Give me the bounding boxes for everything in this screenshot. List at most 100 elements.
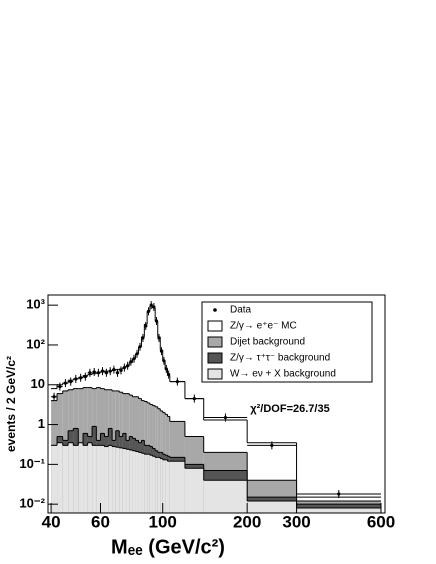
data-point <box>119 368 123 372</box>
data-point <box>132 357 136 361</box>
hist-bin <box>51 445 58 513</box>
legend-swatch <box>207 336 223 348</box>
legend-label: Data <box>230 305 252 316</box>
legend-marker <box>213 308 217 312</box>
hist-bin <box>160 458 163 513</box>
hist-bin <box>169 461 185 513</box>
data-point <box>135 352 139 356</box>
data-point <box>337 492 341 496</box>
data-point <box>159 349 164 353</box>
hist-bin <box>162 459 166 513</box>
data-point <box>92 370 96 374</box>
data-point <box>154 319 159 323</box>
data-point <box>88 371 92 375</box>
annotation: χ²/DOF=26.7/35 <box>250 403 329 415</box>
data-point <box>74 377 78 381</box>
hist-bin <box>296 508 382 513</box>
hist-bin <box>100 445 105 513</box>
data-point <box>138 345 142 349</box>
x-tick-label: 100 <box>149 512 177 531</box>
data-point <box>100 369 105 373</box>
hist-bin <box>57 442 63 513</box>
y-tick-label: 10⁻¹ <box>19 456 45 471</box>
hist-bin <box>129 449 133 513</box>
x-tick-label: 60 <box>91 512 110 531</box>
data-point <box>270 443 274 447</box>
x-axis-label: Mₑₑ (GeV/c²) <box>111 536 225 558</box>
data-point <box>144 324 148 328</box>
data-point <box>146 309 151 313</box>
y-tick-label: 1 <box>38 416 45 431</box>
hist-bin <box>112 446 116 513</box>
legend-label: Z/γ→ τ⁺τ⁻ background <box>230 353 330 364</box>
data-point <box>108 369 112 373</box>
hist-bin <box>147 454 150 513</box>
hist-bin <box>155 457 158 513</box>
hist-bin <box>92 445 97 513</box>
hist-bin <box>122 448 127 513</box>
hist-bin <box>165 459 168 513</box>
y-tick-label: 10⁻² <box>19 496 45 511</box>
data-point <box>164 367 168 371</box>
data-point <box>192 396 196 401</box>
y-tick-label: 10 <box>31 376 45 391</box>
data-point <box>152 305 156 309</box>
x-tick-label: 40 <box>42 512 61 531</box>
data-point <box>96 371 101 375</box>
y-tick-label: 10³ <box>26 297 45 312</box>
hist-bin <box>152 456 156 513</box>
hist-bin <box>115 447 120 513</box>
data-point <box>58 384 62 389</box>
data-point <box>112 368 116 372</box>
data-point <box>167 373 171 377</box>
legend-label: Z/γ→ e⁺e⁻ MC <box>230 321 297 332</box>
data-point <box>162 359 166 363</box>
data-point <box>141 336 145 340</box>
legend-swatch <box>207 368 223 380</box>
x-tick-label: 300 <box>282 512 310 531</box>
data-point <box>126 364 130 368</box>
plot-frame <box>47 294 386 514</box>
legend-swatch <box>207 352 223 364</box>
hist-bin <box>96 445 101 513</box>
hist-bin <box>87 442 93 513</box>
hist-bin <box>119 447 123 513</box>
hist-bin <box>83 445 88 513</box>
data-point <box>115 371 120 375</box>
data-point <box>175 380 179 384</box>
data-point <box>79 376 83 380</box>
hist-bin <box>157 457 161 513</box>
hist-bin <box>203 480 248 513</box>
hist-bin <box>144 454 148 513</box>
hist-bin <box>108 445 113 513</box>
legend-label: Dijet background <box>230 337 305 348</box>
data-point <box>129 360 133 364</box>
data-point <box>83 375 87 379</box>
hist-bin <box>141 453 145 513</box>
data-point <box>52 395 56 399</box>
data-point <box>223 415 228 420</box>
hist-bin <box>78 442 84 513</box>
data-point <box>63 381 68 385</box>
hist-bin <box>167 461 170 513</box>
data-point <box>157 336 161 340</box>
hist-bin <box>184 468 204 513</box>
hist-bin <box>126 449 130 513</box>
hist-bin <box>62 445 69 513</box>
y-tick-label: 10² <box>26 336 45 351</box>
hist-bin <box>132 450 136 513</box>
data-point <box>104 371 109 375</box>
legend-box <box>201 301 373 383</box>
hist-bin <box>135 451 139 513</box>
legend-swatch <box>207 320 223 332</box>
hist-bin <box>149 455 153 513</box>
data-point <box>122 365 126 370</box>
hist-bin <box>138 452 142 513</box>
hist-bin <box>73 445 79 513</box>
hist-bin <box>104 446 109 513</box>
data-point <box>149 303 153 307</box>
hist-bin <box>68 442 74 513</box>
x-tick-label: 200 <box>233 512 261 531</box>
legend-label: W→ eν + X background <box>230 369 336 380</box>
